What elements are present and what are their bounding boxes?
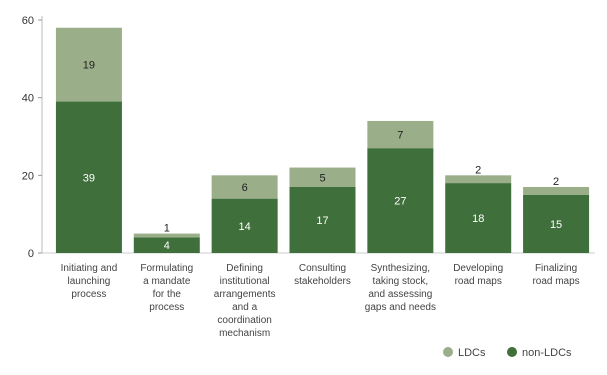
legend-label: non-LDCs [522,347,572,359]
y-tick-label: 20 [22,170,34,182]
bar-segment-non-ldcs [445,183,512,253]
bar-segment-non-ldcs [367,148,434,253]
bar-segment-ldcs [367,120,434,149]
x-category-label: mechanism [219,328,270,339]
legend-swatch [443,347,453,357]
x-category-label: Finalizing [535,263,577,274]
bar-segment-non-ldcs [523,194,590,253]
bar-segment-ldcs [211,175,278,199]
data-label-non-ldcs: 39 [83,172,95,184]
bar-segment-ldcs [289,167,356,187]
x-category-label: institutional [220,276,270,287]
x-category-label: Consulting [299,263,346,274]
x-category-label: gaps and needs [365,302,436,313]
x-category-label: road maps [455,276,502,287]
data-label-ldcs: 2 [475,164,481,176]
bar-segment-non-ldcs [133,237,200,253]
x-category-label: Formulating [140,263,193,274]
data-label-ldcs: 19 [83,60,95,72]
x-category-label: Developing [453,263,503,274]
bar-segment-ldcs [133,233,200,238]
bar-segment-non-ldcs [211,198,278,253]
x-category-label: and a [232,302,257,313]
data-label-non-ldcs: 17 [316,215,328,227]
bar-segment-ldcs [523,186,590,195]
data-label-non-ldcs: 27 [394,196,406,208]
data-label-ldcs: 2 [553,176,559,188]
data-label-ldcs: 1 [164,223,170,235]
data-label-non-ldcs: 18 [472,213,484,225]
bar-segment-non-ldcs [289,186,356,253]
legend-label: LDCs [458,347,486,359]
y-tick-label: 60 [22,15,34,27]
x-category-label: road maps [532,276,579,287]
x-category-label: taking stock, [373,276,429,287]
x-category-label: for the [153,289,182,300]
legend-swatch [507,347,517,357]
y-tick-label: 0 [28,248,34,260]
x-category-label: coordination [217,315,271,326]
data-label-ldcs: 7 [397,130,403,142]
x-category-label: Synthesizing, [371,263,430,274]
y-tick-label: 40 [22,93,34,105]
x-category-label: a mandate [143,276,191,287]
x-category-label: arrangements [214,289,276,300]
x-category-label: and assessing [368,289,432,300]
x-category-label: stakeholders [294,276,351,287]
x-category-label: Initiating and [61,263,118,274]
data-label-ldcs: 6 [242,182,248,194]
data-label-non-ldcs: 4 [164,240,170,252]
x-category-label: launching [68,276,111,287]
bar-segment-ldcs [445,175,512,184]
data-label-non-ldcs: 15 [550,219,562,231]
bar-segment-ldcs [55,27,122,102]
x-category-label: process [71,289,106,300]
data-label-ldcs: 5 [319,172,325,184]
data-label-non-ldcs: 14 [239,221,251,233]
x-category-label: process [149,302,184,313]
x-category-label: Defining [226,263,263,274]
bar-segment-non-ldcs [55,101,122,253]
